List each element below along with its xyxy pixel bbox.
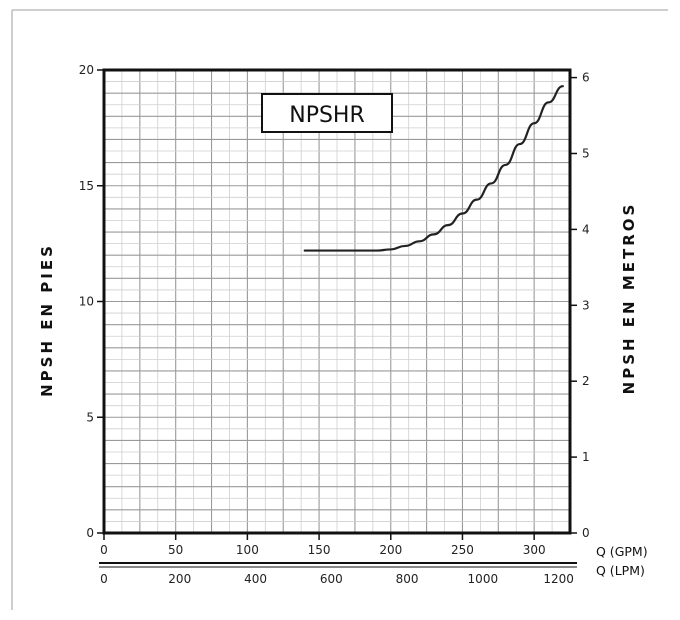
x-gpm-tick-label: 300: [523, 543, 546, 557]
y-axis-left-ticks: 0 5 10 15 20: [79, 63, 104, 540]
npshr-curve: [303, 85, 564, 252]
x-lpm-tick-label: 400: [244, 572, 267, 586]
x-lpm-tick-label: 600: [320, 572, 343, 586]
x-gpm-tick-label: 200: [379, 543, 402, 557]
y-right-tick-label: 1: [582, 450, 590, 464]
x-lpm-tick-label: 1000: [468, 572, 499, 586]
x-lpm-tick-label: 0: [100, 572, 108, 586]
y-right-tick-label: 5: [582, 146, 590, 160]
y-left-tick-label: 0: [86, 526, 94, 540]
legend: NPSHR: [261, 93, 393, 133]
y-axis-right-ticks: 0 1 2 3 4 5 6: [570, 71, 590, 540]
y-right-tick-label: 2: [582, 374, 590, 388]
grid: [104, 70, 570, 533]
x-gpm-tick-label: 150: [308, 543, 331, 557]
x-axis-lpm-title: Q (LPM): [596, 563, 645, 578]
y-left-tick-label: 10: [79, 295, 94, 309]
y-right-tick-label: 6: [582, 71, 590, 85]
x-gpm-tick-label: 50: [168, 543, 183, 557]
x-lpm-tick-label: 200: [168, 572, 191, 586]
y-right-tick-label: 4: [582, 222, 590, 236]
x-lpm-tick-label: 1200: [543, 572, 574, 586]
y-right-tick-label: 0: [582, 526, 590, 540]
x-axis-gpm-ticks: 0 50 100 150 200 250 300: [100, 533, 546, 557]
curve-layer: [303, 85, 564, 252]
y-left-tick-label: 20: [79, 63, 94, 77]
x-axis-gpm-title: Q (GPM): [596, 544, 648, 559]
x-axis-lpm-ticks: 0 200 400 600 800 1000 1200: [100, 572, 574, 586]
x-gpm-tick-label: 0: [100, 543, 108, 557]
y-left-tick-label: 5: [86, 410, 94, 424]
x-gpm-tick-label: 100: [236, 543, 259, 557]
x-gpm-tick-label: 250: [451, 543, 474, 557]
y-axis-left-title: NPSH EN PIES: [38, 243, 56, 397]
y-axis-right-title: NPSH EN METROS: [620, 202, 638, 395]
y-left-tick-label: 15: [79, 179, 94, 193]
legend-box: [261, 93, 393, 133]
y-right-tick-label: 3: [582, 298, 590, 312]
legend-label: NPSHR: [289, 103, 365, 128]
x-lpm-tick-label: 800: [396, 572, 419, 586]
